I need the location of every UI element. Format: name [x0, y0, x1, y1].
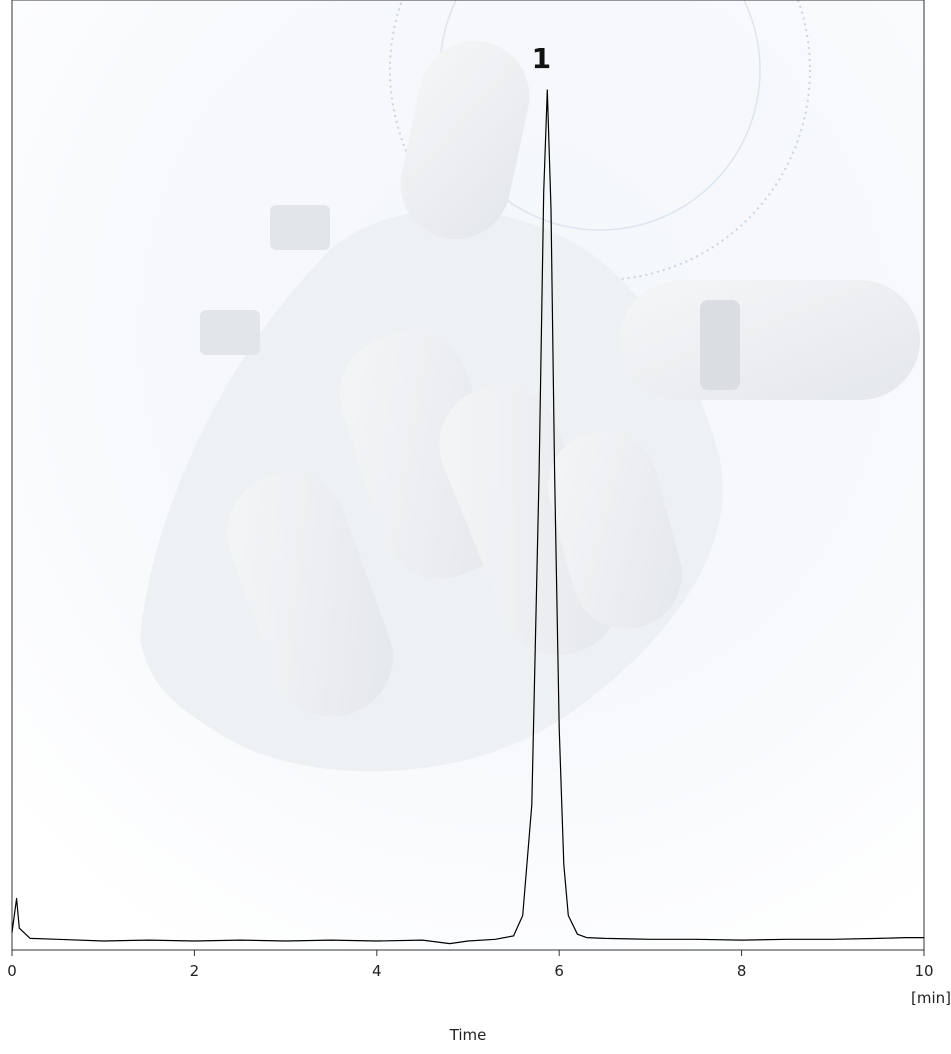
x-axis-ticks: 0 2 4 6 8 10 — [7, 950, 934, 980]
x-axis-unit: [min] — [911, 989, 951, 1007]
trace-group — [11, 89, 924, 945]
x-tick-label: 10 — [914, 962, 933, 980]
x-tick-label: 6 — [554, 962, 564, 980]
x-axis-title: Time — [449, 1026, 487, 1044]
peak-labels: 1 — [532, 42, 551, 75]
x-tick-label: 2 — [190, 962, 200, 980]
x-tick-label: 0 — [7, 962, 17, 980]
chromatogram-trace — [11, 89, 924, 945]
plot-frame — [11, 0, 925, 951]
x-tick-label: 8 — [737, 962, 747, 980]
x-tick-label: 4 — [372, 962, 382, 980]
background-watermark — [12, 0, 924, 950]
peak-label: 1 — [532, 42, 551, 75]
